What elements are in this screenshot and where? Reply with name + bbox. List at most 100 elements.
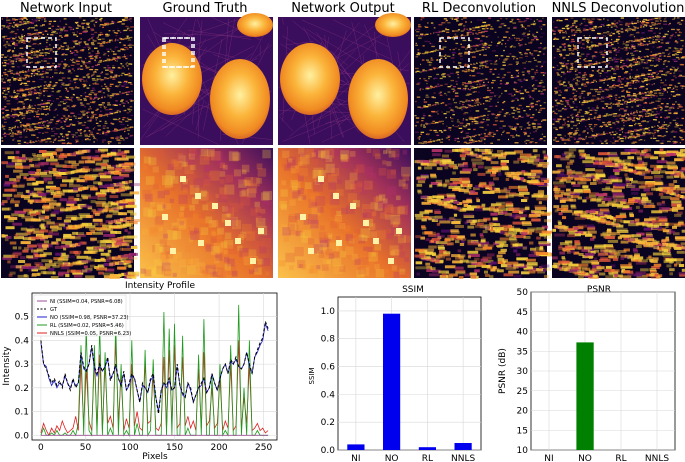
texture-pixel: [40, 124, 45, 127]
texture-pixel: [112, 57, 116, 59]
texture-pixel: [102, 104, 104, 106]
texture-pixel: [586, 18, 591, 20]
texture-pixel: [53, 20, 57, 22]
texture-pixel: [91, 75, 93, 77]
texture-pixel: [35, 199, 46, 203]
texture-pixel: [426, 133, 430, 135]
texture-pixel: [509, 53, 512, 55]
texture-pixel: [72, 32, 75, 34]
texture-pixel: [658, 52, 662, 55]
texture-pixel: [631, 23, 634, 25]
texture-pixel: [120, 38, 125, 41]
texture-pixel: [561, 64, 566, 67]
texture-pixel: [119, 247, 124, 251]
texture-pixel: [415, 29, 417, 31]
texture-pixel: [592, 45, 596, 48]
texture-line: [301, 19, 391, 60]
texture-pixel: [641, 74, 645, 76]
texture-pixel: [469, 74, 472, 77]
texture-pixel: [129, 18, 132, 20]
texture-pixel: [75, 141, 78, 143]
texture-pixel: [652, 54, 656, 56]
texture-pixel: [610, 26, 613, 28]
texture-pixel: [31, 268, 38, 272]
texture-pixel: [57, 258, 68, 262]
texture-pixel: [450, 116, 452, 119]
texture-pixel: [43, 120, 46, 122]
texture-pixel: [655, 116, 658, 118]
texture-pixel: [92, 79, 96, 81]
texture-pixel: [438, 31, 443, 33]
texture-pixel: [615, 120, 620, 123]
texture-pixel: [111, 40, 114, 42]
texture-pixel: [54, 133, 58, 135]
texture-pixel: [27, 244, 37, 248]
texture-pixel: [437, 103, 440, 105]
texture-pixel: [571, 113, 574, 115]
texture-pixel: [593, 117, 596, 119]
cell-blob: [348, 59, 408, 139]
texture-pixel: [125, 137, 128, 139]
texture-pixel: [530, 116, 534, 119]
texture-pixel: [637, 39, 641, 41]
texture-pixel: [630, 66, 633, 68]
texture-pixel: [669, 22, 671, 25]
texture-pixel: [615, 38, 620, 41]
texture-pixel: [508, 125, 511, 127]
texture-pixel: [624, 138, 627, 140]
texture-pixel: [24, 58, 28, 61]
texture-pixel: [615, 85, 619, 87]
texture-pixel: [51, 211, 59, 215]
texture-pixel: [458, 127, 463, 129]
texture-pixel: [476, 98, 479, 100]
texture-pixel: [537, 61, 542, 63]
texture-pixel: [554, 26, 558, 28]
texture-pixel: [567, 125, 570, 127]
texture-pixel: [669, 37, 672, 39]
texture-pixel: [679, 136, 681, 138]
texture-pixel: [45, 103, 48, 105]
texture-pixel: [34, 29, 38, 31]
texture-pixel: [105, 215, 112, 219]
texture-pixel: [622, 99, 625, 101]
texture-pixel: [85, 225, 96, 229]
texture-pixel: [523, 67, 526, 69]
texture-pixel: [124, 54, 126, 56]
texture-pixel: [579, 137, 582, 139]
texture-pixel: [611, 22, 614, 24]
texture-pixel: [524, 19, 527, 22]
texture-pixel: [422, 115, 426, 117]
texture-pixel: [107, 104, 112, 106]
texture-pixel: [572, 134, 576, 136]
texture-pixel: [673, 112, 677, 115]
texture-pixel: [26, 130, 28, 132]
texture-pixel: [650, 57, 654, 59]
texture-pixel: [7, 162, 19, 166]
texture-pixel: [515, 39, 518, 41]
texture-pixel: [677, 17, 680, 19]
texture-pixel: [628, 64, 631, 66]
texture-pixel: [86, 81, 88, 83]
texture-pixel: [111, 137, 114, 139]
texture-pixel: [94, 94, 97, 96]
texture-pixel: [48, 170, 61, 174]
texture-pixel: [15, 232, 28, 236]
texture-pixel: [48, 267, 55, 271]
texture-pixel: [634, 101, 636, 103]
texture-pixel: [125, 25, 129, 28]
texture-pixel: [60, 82, 63, 84]
texture-pixel: [96, 37, 98, 39]
texture-pixel: [82, 46, 86, 49]
texture-pixel: [637, 104, 641, 106]
texture-pixel: [601, 70, 604, 72]
texture-pixel: [44, 20, 47, 22]
texture-pixel: [607, 19, 609, 21]
texture-pixel: [98, 78, 102, 80]
texture-pixel: [628, 28, 632, 30]
texture-pixel: [556, 101, 559, 104]
texture-pixel: [651, 18, 655, 20]
texture-pixel: [92, 83, 95, 85]
texture-pixel: [416, 121, 419, 123]
texture-pixel: [671, 88, 674, 91]
texture-pixel: [644, 131, 647, 133]
